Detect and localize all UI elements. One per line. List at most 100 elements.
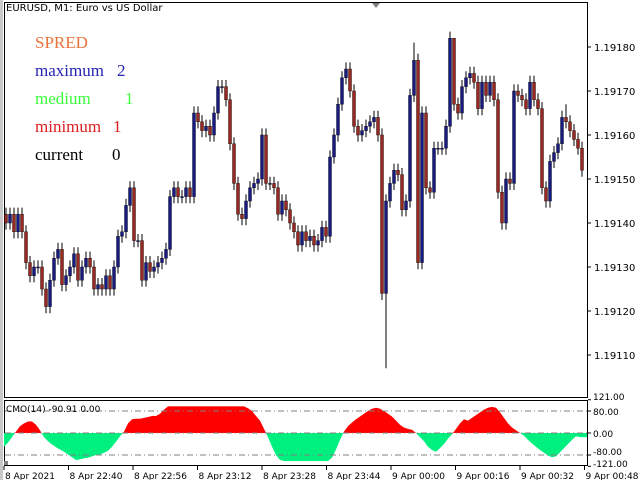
candle [304,225,308,248]
candle-body [108,275,112,290]
candle [32,260,36,283]
candle-body [392,169,396,184]
candle [436,141,440,155]
cmo-layer: CMO(14) -90.91 0.00 [4,405,587,462]
cmo-level-label: -80.00 [593,448,622,458]
cmo-area-segment [320,433,324,462]
candle [480,75,484,116]
candle [132,181,136,248]
candle-body [104,275,108,290]
candle-body [116,235,120,268]
candle [76,247,80,287]
candle [472,66,476,89]
candle [216,80,220,120]
candle [420,106,424,270]
candle-body [576,139,580,149]
cmo-area-segment [368,408,372,433]
cmo-area-segment [400,424,404,433]
cmo-area-segment [352,419,356,433]
candle-body [160,258,164,263]
candle-body [232,143,236,184]
cmo-area-segment [380,408,384,433]
candle-body [568,121,572,131]
candle [408,88,412,208]
candle-body [368,121,372,127]
candle [404,194,408,217]
price-axis[interactable]: 1.19180 1.19170 1.19160 1.19150 1.19140 1.191… [588,43,635,362]
cmo-area-segment [348,422,352,433]
spread-maximum-value: 2 [117,61,126,80]
candle-body [136,240,140,242]
candle [540,102,544,195]
cmo-area-segment [560,433,564,453]
cmo-area-segment [436,433,440,452]
candle-body [560,117,564,145]
candle [80,260,84,287]
candle [188,181,192,204]
candle-body [416,60,420,263]
candle [8,207,12,230]
cmo-level-label: 0.00 [593,430,613,440]
candle-body [360,130,364,136]
candle [112,260,116,296]
time-label: 9 Apr 00:32 [521,472,574,480]
cmo-area-segment [580,433,587,438]
cmo-area-segment [540,433,544,453]
candle [336,97,340,142]
candle-body [492,81,496,100]
candle [136,234,140,248]
time-label: 8 Apr 23:28 [263,472,316,480]
candle-body [96,284,100,290]
candle [360,124,364,142]
candle-body [76,253,80,281]
candle-body [296,231,300,246]
cmo-area-segment [432,433,436,452]
candle [440,141,444,155]
cmo-area-segment [264,428,266,433]
candle [296,225,300,252]
cmo-area-segment [453,428,456,433]
candle-body [532,81,536,100]
price-label: 1.19110 [594,351,635,362]
candle-body [72,253,76,268]
candle-body [216,86,220,114]
candle [56,242,60,265]
cmo-area-segment [44,433,48,442]
candle-body [40,266,44,290]
candle [452,38,456,111]
candle-body [352,90,356,127]
cmo-area-segment [236,406,240,433]
candle [200,115,204,138]
chart-shift-marker-icon[interactable] [372,3,380,8]
cmo-area-segment [520,433,524,436]
cmo-area-segment [488,406,492,433]
candle [232,137,236,190]
candle-body [276,187,280,215]
candle-body [280,200,284,215]
candle [356,119,360,142]
cmo-area-segment [120,433,123,437]
cmo-area-segment [496,407,500,433]
candle-body [248,187,252,202]
time-label: 8 Apr 23:44 [328,472,381,480]
cmo-area-segment [376,407,380,433]
candle-body [140,240,144,281]
cmo-area-segment [28,421,32,433]
cmo-area-segment [548,433,552,458]
spread-heading: SPRED [35,33,88,52]
cmo-area-segment [220,406,224,433]
candle [212,106,216,142]
cmo-area-segment [148,415,152,433]
candle-body [84,258,88,268]
candle [240,207,244,226]
candle [184,181,188,204]
candle-body [100,284,104,290]
cmo-area-segment [356,416,360,433]
time-axis[interactable]: 8 Apr 2021 8 Apr 22:40 8 Apr 22:56 8 Apr 23… [3,466,639,480]
candle-body [372,117,376,123]
cmo-area-segment [448,433,452,439]
spread-minimum-label: minimum [35,117,102,136]
time-label: 8 Apr 22:56 [134,472,187,480]
candle [348,62,352,98]
